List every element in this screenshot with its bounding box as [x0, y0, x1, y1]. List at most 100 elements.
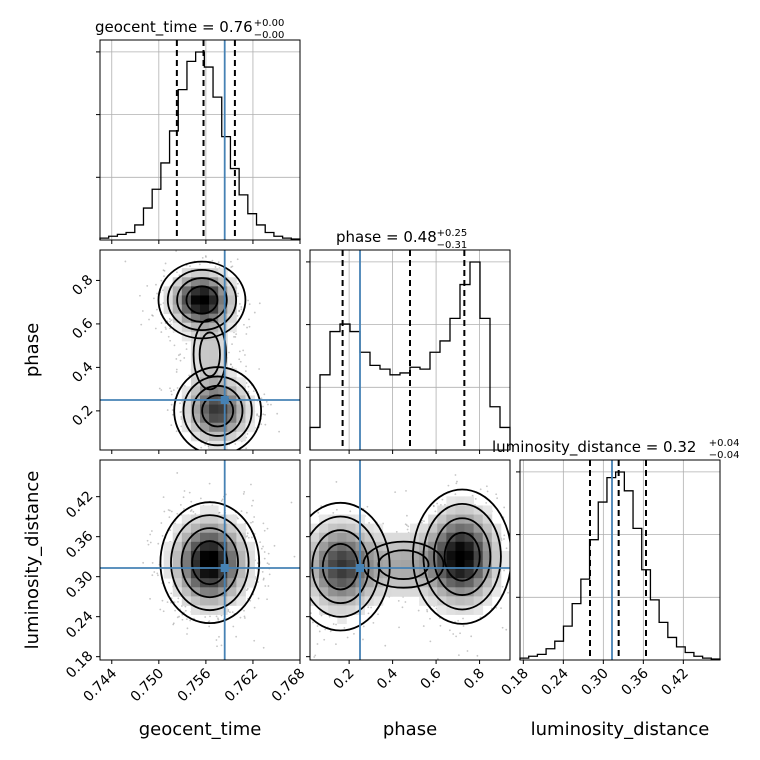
scatter-point	[236, 258, 239, 261]
x-tick-label: 0.6	[418, 665, 445, 692]
density-cell	[209, 514, 219, 525]
scatter-point	[432, 505, 435, 508]
density-cell	[218, 404, 228, 415]
density-cell	[464, 578, 475, 588]
scatter-point	[505, 628, 508, 631]
density-cell	[437, 541, 447, 552]
scatter-point	[204, 443, 207, 446]
scatter-point	[262, 522, 265, 525]
density-cell	[346, 605, 356, 615]
scatter-point	[401, 606, 404, 609]
scatter-point	[240, 510, 243, 513]
histogram-panel	[520, 460, 720, 660]
scatter-point	[155, 283, 157, 286]
axes-frame	[99, 249, 301, 451]
scatter-point	[250, 536, 253, 539]
density-cell	[446, 541, 456, 552]
density-cell	[190, 578, 201, 588]
density-cell	[218, 431, 228, 442]
density-cell	[446, 550, 456, 561]
density-cell	[437, 550, 447, 561]
scatter-point	[188, 452, 190, 454]
density-cell	[218, 605, 228, 615]
density-cell	[419, 578, 429, 588]
density-cell	[310, 560, 320, 570]
density-cell	[227, 313, 237, 324]
density-cell	[236, 422, 246, 433]
scatter-point	[199, 497, 202, 500]
density-cell	[172, 322, 183, 333]
scatter-point	[243, 617, 246, 619]
density-cell	[227, 277, 237, 287]
scatter-point	[507, 591, 509, 594]
density-cell	[400, 578, 411, 588]
scatter-point	[257, 597, 260, 600]
density-cell	[482, 578, 493, 588]
scatter-point	[302, 530, 304, 532]
density-cell	[428, 532, 438, 543]
density-cell	[400, 532, 411, 543]
scatter-point	[149, 541, 152, 544]
density-cell	[218, 359, 228, 369]
scatter-point	[258, 302, 261, 305]
density-cell	[473, 532, 484, 543]
density-cell	[491, 541, 502, 552]
title-minus: −0.04	[709, 450, 740, 461]
density-cell	[455, 587, 465, 597]
scatter-point	[169, 320, 171, 323]
axes-frame	[519, 459, 721, 661]
scatter-point	[273, 544, 276, 547]
scatter-point	[239, 616, 242, 619]
density-cell	[181, 514, 192, 525]
scatter-point	[307, 583, 309, 585]
x-tick-label: 0.24	[538, 665, 571, 698]
scatter-point	[248, 325, 251, 328]
density-cell	[209, 560, 219, 570]
density-cell	[200, 431, 210, 442]
scatter-point	[175, 358, 178, 360]
scatter-point	[247, 390, 250, 393]
scatter-point	[423, 520, 425, 523]
density-cell	[209, 569, 219, 579]
density-cell	[209, 359, 219, 369]
scatter-point	[177, 600, 179, 603]
scatter-point	[208, 625, 211, 628]
y-tick-label: 0.2	[69, 402, 96, 429]
scatter-point	[237, 454, 239, 456]
scatter-point	[169, 529, 172, 532]
scatter-point	[328, 615, 331, 618]
scatter-point	[313, 656, 316, 658]
scatter-point	[169, 387, 171, 390]
density-cell	[446, 596, 456, 606]
scatter-point	[156, 308, 158, 311]
scatter-point	[146, 285, 149, 287]
density-cell	[428, 578, 438, 588]
scatter-point	[250, 483, 252, 486]
density-cell	[446, 514, 456, 525]
scatter-point	[486, 490, 489, 493]
density-cell	[491, 550, 502, 561]
density-cell	[200, 532, 210, 543]
density-cell	[373, 532, 384, 543]
y-tick-label: 0.36	[63, 528, 96, 561]
density-cell	[227, 560, 237, 570]
density-cell	[446, 560, 456, 570]
scatter-point	[240, 306, 243, 308]
density-cell	[218, 377, 228, 387]
density-cell	[236, 523, 246, 534]
density-cell	[337, 587, 347, 597]
histogram-phase: phase = 0.48 +0.25−0.31	[306, 228, 511, 454]
density-cell	[328, 523, 338, 534]
density-cell	[337, 532, 347, 543]
density-cell	[473, 587, 484, 597]
density-cell	[245, 550, 255, 561]
scatter-point	[185, 618, 188, 621]
density-cell	[190, 268, 201, 278]
density-cell	[236, 377, 246, 387]
scatter-point	[311, 621, 314, 624]
density-cell	[337, 541, 347, 552]
density-cell	[181, 304, 192, 315]
scatter-point	[156, 292, 158, 295]
contour-line	[192, 318, 227, 391]
scatter-point	[448, 629, 451, 632]
